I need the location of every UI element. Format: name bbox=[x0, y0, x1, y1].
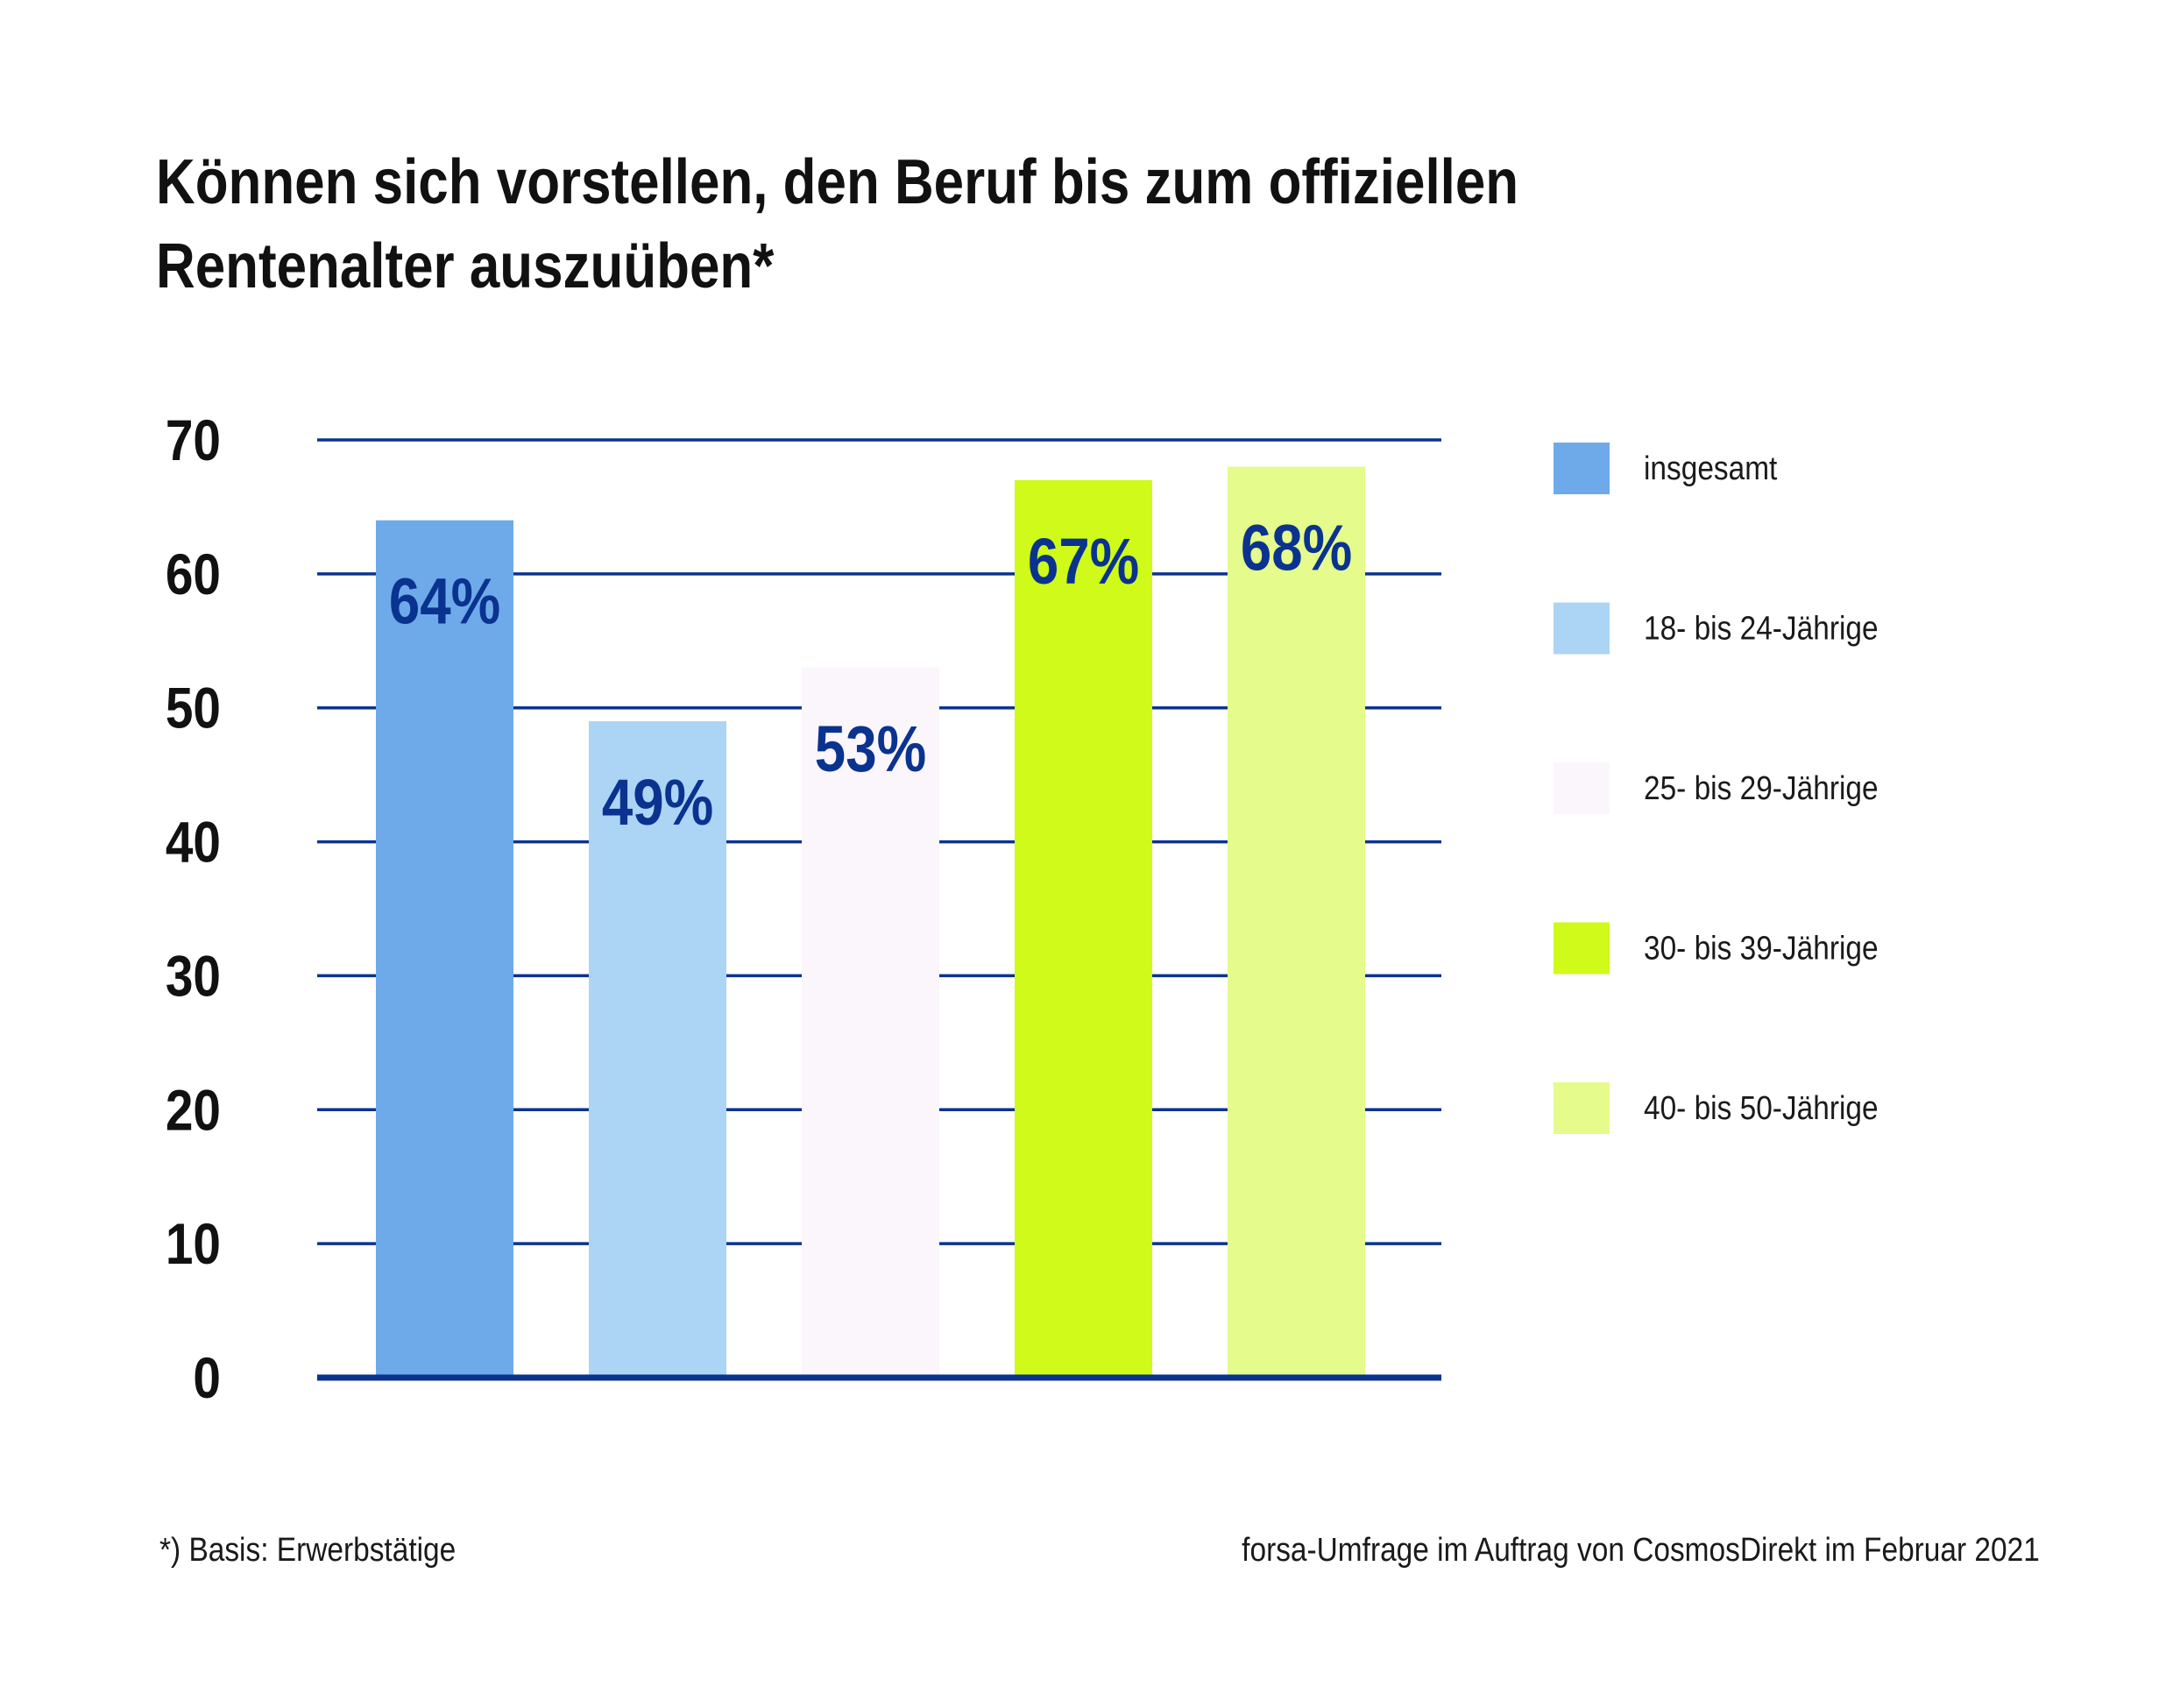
legend-label-5: 40- bis 50-Jährige bbox=[1644, 1089, 1879, 1126]
chart-title-line-2: Rentenalter auszuüben* bbox=[156, 231, 775, 301]
y-tick-label-0: 0 bbox=[193, 1346, 221, 1411]
legend-label-2: 18- bis 24-Jährige bbox=[1644, 610, 1879, 647]
legend-label-1: insgesamt bbox=[1644, 450, 1777, 486]
data-label-5: 68% bbox=[1241, 512, 1352, 585]
bar-2 bbox=[589, 721, 726, 1378]
y-tick-label-20: 20 bbox=[166, 1078, 221, 1143]
bar-3 bbox=[802, 667, 939, 1378]
source-note: forsa-Umfrage im Auftrag von CosmosDirek… bbox=[1242, 1532, 2040, 1569]
chart-title: Können sich vorstellen, den Beruf bis zu… bbox=[156, 140, 1588, 308]
legend-swatch-5 bbox=[1554, 1082, 1610, 1134]
data-label-4: 67% bbox=[1028, 525, 1139, 598]
data-label-3: 53% bbox=[815, 712, 926, 785]
y-tick-label-50: 50 bbox=[166, 677, 221, 741]
legend-swatch-2 bbox=[1554, 602, 1610, 655]
bar-4 bbox=[1015, 479, 1152, 1378]
legend-label-4: 30- bis 39-Jährige bbox=[1644, 930, 1879, 967]
y-tick-label-30: 30 bbox=[166, 944, 221, 1009]
footnote: *) Basis: Erwerbstätige bbox=[159, 1532, 457, 1569]
y-tick-label-10: 10 bbox=[166, 1212, 221, 1277]
chart-title-line-1: Können sich vorstellen, den Beruf bis zu… bbox=[156, 147, 1519, 217]
legend-swatch-4 bbox=[1554, 922, 1610, 974]
data-label-2: 49% bbox=[602, 767, 713, 840]
y-tick-label-70: 70 bbox=[166, 408, 221, 473]
bar-5 bbox=[1228, 466, 1365, 1378]
legend-swatch-1 bbox=[1554, 443, 1610, 494]
legend-swatch-3 bbox=[1554, 762, 1610, 814]
y-tick-label-40: 40 bbox=[166, 811, 221, 875]
bar-1 bbox=[376, 520, 513, 1378]
y-tick-label-60: 60 bbox=[166, 542, 221, 607]
legend-label-3: 25- bis 29-Jährige bbox=[1644, 769, 1879, 806]
data-label-1: 64% bbox=[389, 565, 500, 638]
